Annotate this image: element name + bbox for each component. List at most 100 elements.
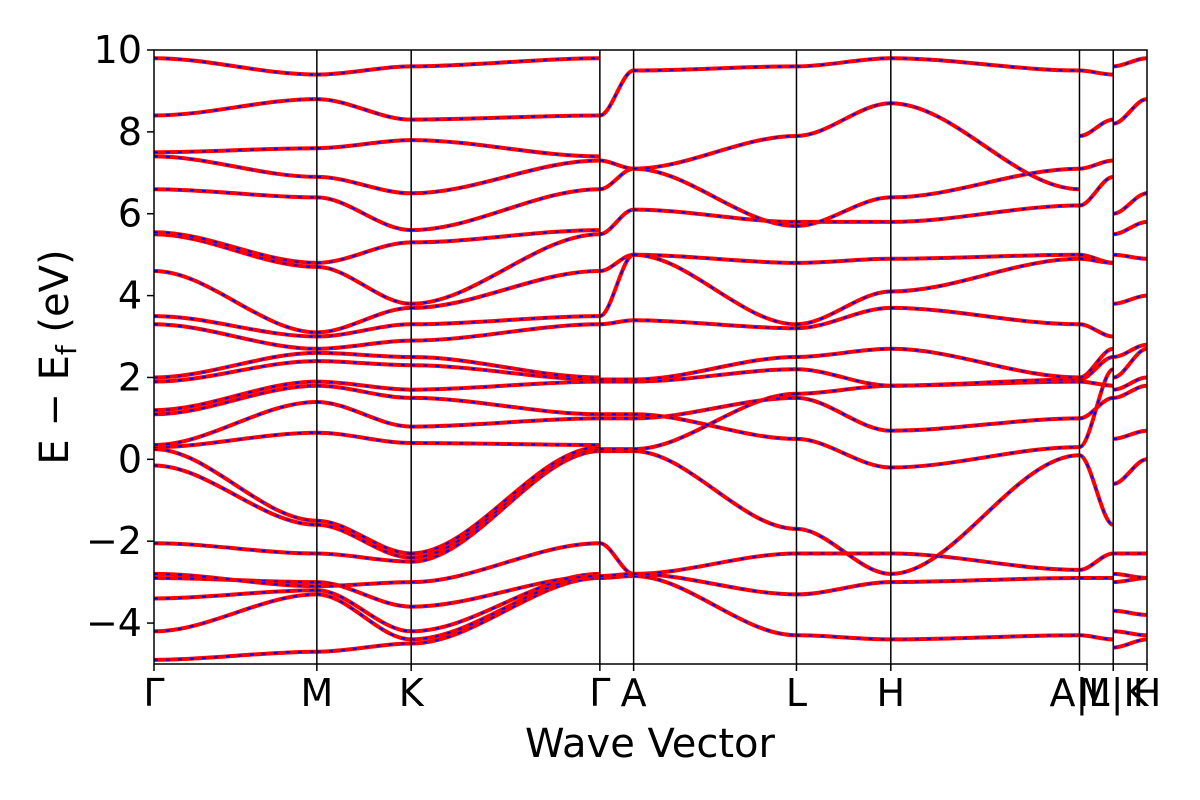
band-line-dashed: [316, 519, 412, 555]
band-line-dashed: [1079, 69, 1114, 76]
band-line-dashed: [599, 542, 634, 575]
band-line-dashed: [316, 323, 412, 338]
band-line: [599, 68, 635, 118]
band-line: [411, 232, 600, 306]
band-line-dashed: [411, 159, 600, 195]
band-line-dashed: [1113, 220, 1147, 236]
band-line: [411, 322, 600, 343]
band-line: [599, 252, 634, 273]
band-line: [1079, 68, 1114, 77]
band-line: [890, 576, 1080, 585]
band-line-dashed: [411, 446, 600, 555]
band-line: [316, 592, 412, 642]
x-tick-label: Γ: [143, 671, 164, 715]
band-line-dashed: [633, 575, 797, 637]
band-line: [154, 592, 317, 634]
x-tick-label: Γ: [589, 671, 610, 715]
band-line-dashed: [633, 253, 797, 326]
band-line: [1079, 551, 1114, 572]
band-line-dashed: [633, 65, 797, 72]
band-line-dashed: [633, 392, 797, 451]
band-line-dashed: [633, 208, 797, 223]
band-line: [1113, 571, 1147, 580]
band-line-dashed: [154, 589, 317, 600]
band-line: [411, 138, 600, 159]
x-tick-label: M: [300, 671, 333, 715]
y-axis-label-sub: f: [50, 344, 83, 355]
y-tick-label: 8: [118, 110, 142, 154]
band-line: [411, 441, 600, 447]
band-line-dashed: [633, 253, 797, 264]
band-line: [890, 101, 1080, 192]
band-line-dashed: [599, 159, 634, 170]
band-line-dashed: [154, 351, 317, 379]
band-line-dashed: [796, 196, 891, 227]
band-line-dashed: [599, 253, 634, 272]
band-line-dashed: [890, 167, 1080, 199]
band-line-dashed: [796, 581, 891, 596]
band-line: [633, 252, 797, 327]
band-line-dashed: [154, 233, 317, 268]
band-line-dashed: [796, 368, 891, 387]
band-line: [890, 346, 1080, 380]
band-line-dashed: [633, 319, 797, 330]
band-line-dashed: [890, 454, 1080, 575]
band-line: [316, 588, 412, 634]
band-line-dashed: [1113, 609, 1147, 616]
band-line: [1113, 637, 1147, 650]
band-line: [1113, 608, 1147, 617]
band-line-dashed: [154, 577, 317, 584]
band-line-dashed: [633, 396, 797, 420]
band-line-dashed: [316, 380, 412, 391]
band-line-dashed: [1113, 294, 1147, 305]
band-line: [890, 56, 1080, 73]
band-line: [1078, 367, 1115, 450]
band-line-dashed: [599, 319, 634, 326]
band-line-dashed: [796, 290, 891, 326]
x-axis-ticks: Γ M K Γ A L H A|LM|KH: [143, 664, 1161, 716]
band-line-dashed: [796, 437, 891, 469]
band-line-dashed: [1079, 118, 1114, 137]
y-tick-label: 10: [94, 28, 142, 72]
band-line: [890, 416, 1080, 433]
band-line: [1079, 379, 1114, 388]
band-line-dashed: [1079, 634, 1114, 641]
band-line-dashed: [633, 356, 797, 381]
band-line-dashed: [796, 257, 891, 264]
band-line-dashed: [1113, 638, 1147, 649]
y-tick-label: −2: [86, 519, 142, 563]
band-line-dashed: [1079, 454, 1114, 526]
band-line: [1113, 293, 1147, 306]
band-line-dashed: [796, 57, 891, 68]
band-line-dashed: [154, 384, 317, 416]
band-line: [411, 395, 600, 417]
band-line-dashed: [1079, 380, 1114, 387]
band-line-dashed: [1112, 98, 1147, 125]
kpoint-lines: [316, 50, 1114, 664]
band-line-dashed: [316, 306, 412, 334]
band-line-dashed: [1079, 347, 1114, 379]
band-line-dashed: [599, 572, 634, 577]
band-line: [599, 166, 634, 192]
band-line-dashed: [796, 102, 891, 137]
band-line-dashed: [154, 315, 317, 338]
band-line-dashed: [1113, 192, 1147, 215]
band-line-dashed: [316, 642, 412, 653]
band-line: [154, 97, 317, 118]
band-line: [1079, 633, 1114, 642]
band-line: [154, 430, 317, 450]
band-line-dashed: [154, 155, 317, 178]
band-line-dashed: [1112, 458, 1147, 485]
band-line-dashed: [796, 347, 891, 358]
band-line-dashed: [411, 448, 600, 559]
band-line-dashed: [1079, 253, 1114, 264]
x-tick-label: A|L: [1049, 671, 1109, 716]
band-line: [890, 252, 1080, 261]
band-line: [1079, 117, 1114, 138]
band-line-dashed: [411, 270, 600, 309]
band-line: [633, 449, 797, 531]
band-line: [1113, 428, 1147, 441]
band-line: [411, 363, 600, 382]
band-line: [890, 305, 1080, 327]
band-line: [1078, 174, 1114, 208]
